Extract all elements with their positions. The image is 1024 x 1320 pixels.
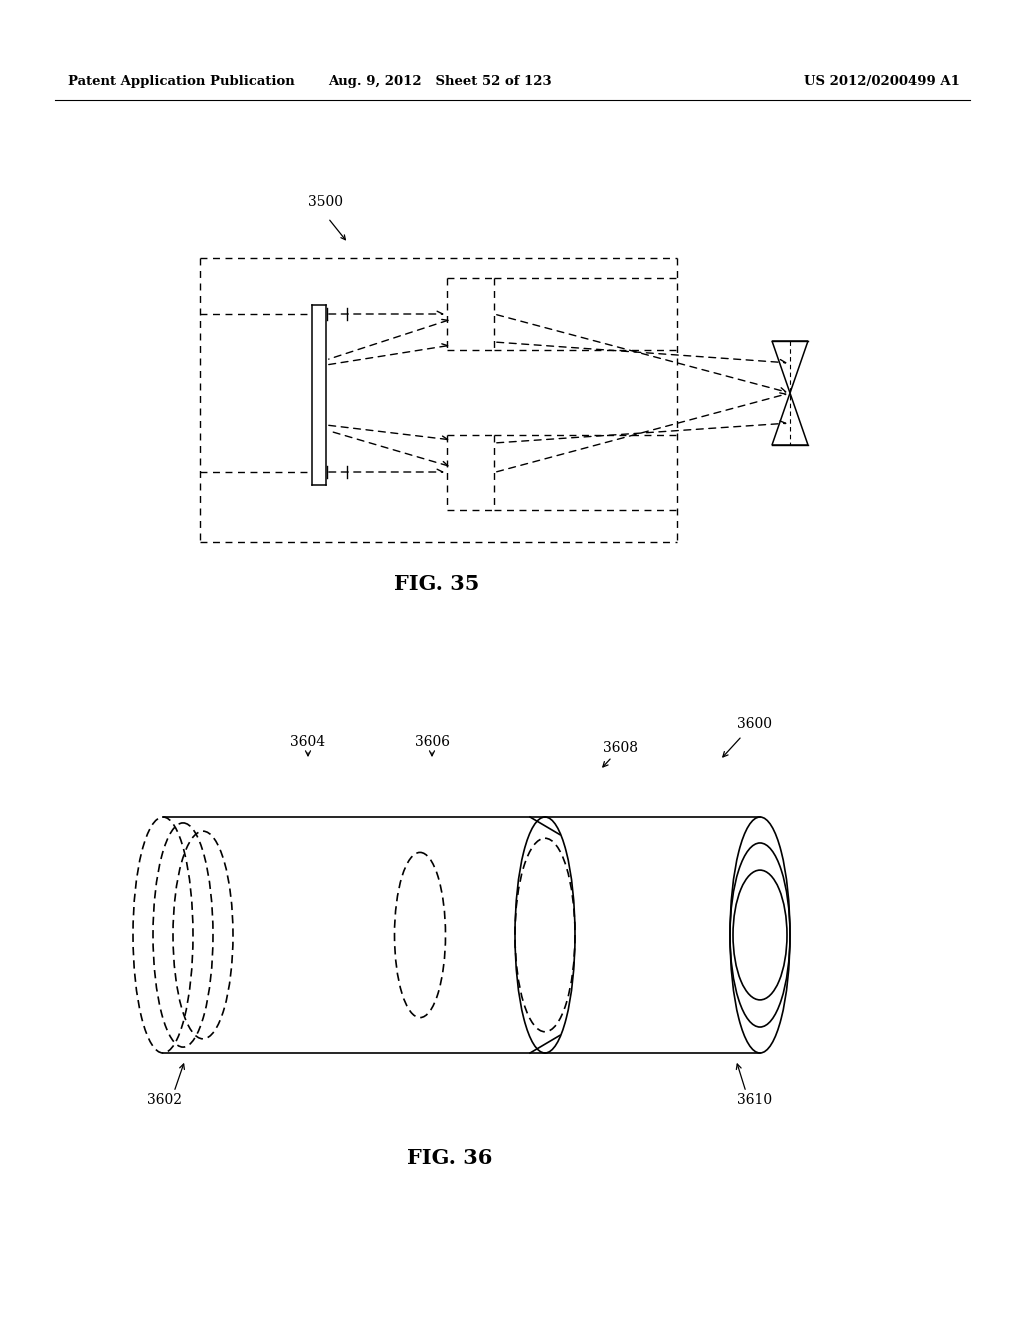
Text: 3604: 3604 [291,735,326,748]
Text: FIG. 35: FIG. 35 [394,574,479,594]
Text: 3606: 3606 [415,735,450,748]
Text: Aug. 9, 2012   Sheet 52 of 123: Aug. 9, 2012 Sheet 52 of 123 [328,75,552,88]
Text: 3600: 3600 [737,717,772,731]
Text: 3610: 3610 [737,1093,772,1107]
Text: US 2012/0200499 A1: US 2012/0200499 A1 [804,75,961,88]
Text: 3500: 3500 [308,195,343,209]
Text: Patent Application Publication: Patent Application Publication [68,75,295,88]
Text: FIG. 36: FIG. 36 [408,1148,493,1168]
Text: 3602: 3602 [147,1093,182,1107]
Text: 3608: 3608 [602,741,638,755]
